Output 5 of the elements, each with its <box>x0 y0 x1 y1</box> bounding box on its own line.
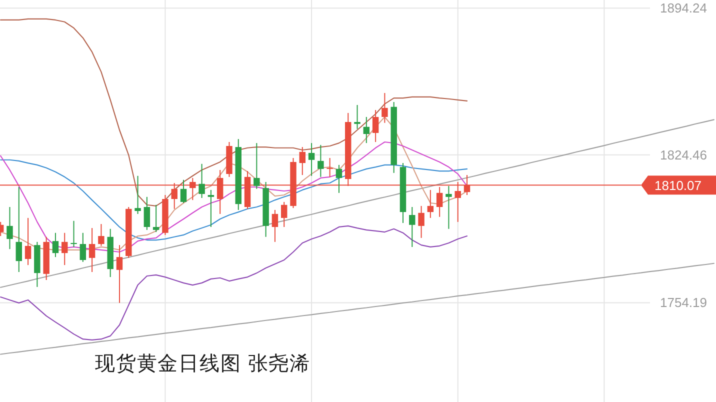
y-tick-label: 1894.24 <box>660 0 707 16</box>
y-tick-label: 1754.19 <box>660 295 707 310</box>
y-tick-label: 1824.46 <box>660 147 707 162</box>
title: 现货黄金日线图 张尧浠 <box>95 353 310 375</box>
ref-line-label: 1810.07 <box>654 178 702 194</box>
